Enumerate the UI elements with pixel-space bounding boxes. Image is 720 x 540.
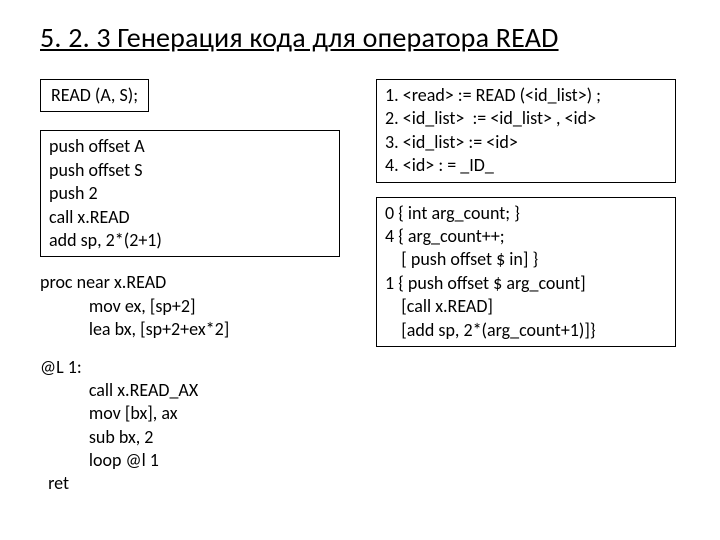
lecture-slide: 5. 2. 3 Генерация кода для оператора REA… bbox=[0, 0, 720, 540]
slide-title: 5. 2. 3 Генерация кода для оператора REA… bbox=[40, 20, 680, 55]
right-column: 1. <read> := READ (<id_list>) ; 2. <id_l… bbox=[376, 79, 676, 361]
asm-block-1: push offset A push offset S push 2 call … bbox=[40, 130, 340, 257]
semantics-box: 0 { int arg_count; } 4 { arg_count++; [ … bbox=[376, 197, 676, 347]
proc-block: proc near x.READ mov ex, [sp+2] lea bx, … bbox=[40, 271, 340, 341]
read-statement-box: READ (A, S); bbox=[40, 79, 149, 112]
left-column: READ (A, S); push offset A push offset S… bbox=[40, 79, 340, 510]
loop-block: @L 1: call x.READ_AX mov [bx], ax sub bx… bbox=[40, 356, 340, 496]
two-column-layout: READ (A, S); push offset A push offset S… bbox=[40, 79, 680, 510]
grammar-box: 1. <read> := READ (<id_list>) ; 2. <id_l… bbox=[376, 79, 676, 183]
